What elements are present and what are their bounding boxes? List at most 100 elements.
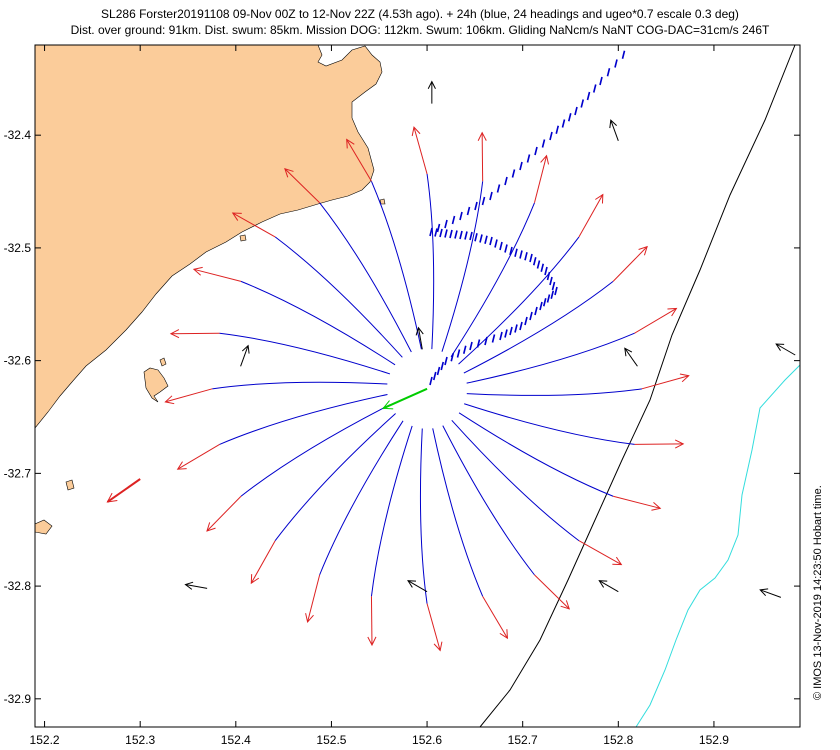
island-small-1 <box>143 367 169 403</box>
track-glyph <box>524 316 528 326</box>
track-glyph <box>444 219 448 229</box>
track-glyph <box>606 68 611 77</box>
fan-red-segment <box>634 308 677 334</box>
track-glyph <box>567 113 572 122</box>
fan-red-arrowhead <box>638 245 648 256</box>
fan-red-segment <box>641 375 689 390</box>
track-glyph <box>476 339 481 348</box>
current-vector-head <box>775 343 785 351</box>
track-glyph <box>451 215 456 225</box>
fan-red-arrowhead <box>674 439 685 449</box>
y-axis: -32.4 -32.5 -32.6 -32.7 -32.8 -32.9 <box>4 128 800 706</box>
isobath-black <box>479 45 796 727</box>
x-tick-label: 152.5 <box>316 733 346 747</box>
track-glyph <box>546 294 551 303</box>
current-vector-head <box>407 580 417 588</box>
current-vector <box>624 347 638 367</box>
fan-red-arrowhead <box>206 522 216 532</box>
fan-red-arrowhead <box>411 126 421 137</box>
dac-arrow <box>382 387 428 410</box>
track-glyph <box>489 191 493 201</box>
track-glyph <box>504 244 508 253</box>
track-glyph <box>544 266 548 276</box>
track-glyph <box>514 248 518 257</box>
track-glyph <box>536 260 541 269</box>
fan-blue-path <box>463 281 614 374</box>
track-glyph <box>599 76 603 86</box>
fan-blue-path <box>442 425 535 576</box>
track-glyph <box>474 201 478 211</box>
fan-red-arrowhead <box>305 613 314 624</box>
track-glyph <box>432 371 437 381</box>
fan-red-segment <box>232 212 276 238</box>
track-glyph <box>434 228 438 237</box>
fan-blue-path <box>212 381 388 390</box>
fan-red-arrowhead <box>169 329 180 339</box>
current-vector-head <box>427 80 436 89</box>
track-glyph <box>496 184 501 193</box>
track-glyph <box>614 59 618 68</box>
current-vector-head <box>241 344 250 354</box>
track-glyph <box>459 211 463 221</box>
x-axis: 152.2 152.3 152.4 152.5 152.6 152.7 152.8 152.9 <box>30 45 729 747</box>
fan-red-arrowhead <box>499 629 508 640</box>
track-glyph <box>504 329 508 338</box>
track-glyph <box>519 321 523 331</box>
fan-blue-path <box>370 181 422 350</box>
track-glyph <box>574 106 578 116</box>
fan-red-arrowhead <box>651 501 662 511</box>
fan-blue-path <box>274 413 396 542</box>
island-small-6 <box>379 198 386 205</box>
fan-red-arrowhead <box>284 167 294 178</box>
track-glyph <box>550 290 555 299</box>
track-glyph <box>539 301 543 311</box>
fan-red-segment <box>578 194 604 238</box>
track-glyph <box>509 326 513 336</box>
track-glyph <box>540 263 545 272</box>
track-glyph <box>469 341 473 351</box>
fan-blue-path <box>450 202 535 358</box>
track-glyph <box>479 234 483 243</box>
x-tick-label: 152.9 <box>699 733 729 747</box>
track-glyph <box>436 366 441 376</box>
fan-blue-path <box>219 332 391 375</box>
fan-red-segment <box>370 596 373 645</box>
current-vector-head <box>415 326 424 336</box>
track-glyph <box>481 196 486 206</box>
fan-blue-path <box>240 280 396 366</box>
fan-red-segment <box>426 603 441 651</box>
track-glyph <box>526 154 531 163</box>
current-vector <box>417 327 423 350</box>
fan-red-arrowhead <box>595 193 604 204</box>
fan-blue-path <box>319 420 404 576</box>
track-glyph <box>529 253 533 263</box>
track-glyph <box>561 119 566 128</box>
track-glyph <box>484 235 488 244</box>
fan-red-segment <box>481 132 484 182</box>
x-tick-label: 152.6 <box>412 733 442 747</box>
track-glyph <box>499 241 503 251</box>
fan-blue-path <box>240 404 391 497</box>
red-heading-arrow-head <box>106 492 118 503</box>
x-tick-label: 152.2 <box>30 733 60 747</box>
fan-red-segment <box>284 168 320 204</box>
track-glyph <box>429 376 433 386</box>
title-line-1: SL286 Forster20191108 09-Nov 00Z to 12-N… <box>101 7 739 21</box>
track-glyph <box>444 229 448 238</box>
track-glyph <box>439 228 443 238</box>
current-vector-head <box>609 119 617 129</box>
x-tick-label: 152.8 <box>603 733 633 747</box>
track-glyph <box>592 84 597 93</box>
fan-red-segment <box>482 596 508 639</box>
fan-red-arrowhead <box>540 154 550 165</box>
track-glyph <box>514 324 518 333</box>
track-glyph <box>529 311 533 321</box>
track-glyph <box>436 223 441 233</box>
current-vector <box>775 343 796 356</box>
fan-blue-path <box>219 393 388 445</box>
fan-blue-path <box>441 181 484 352</box>
track-glyph <box>464 231 468 240</box>
track-glyph <box>519 161 523 171</box>
fan-blue-path <box>466 388 642 396</box>
fan-red-segment <box>170 332 220 335</box>
